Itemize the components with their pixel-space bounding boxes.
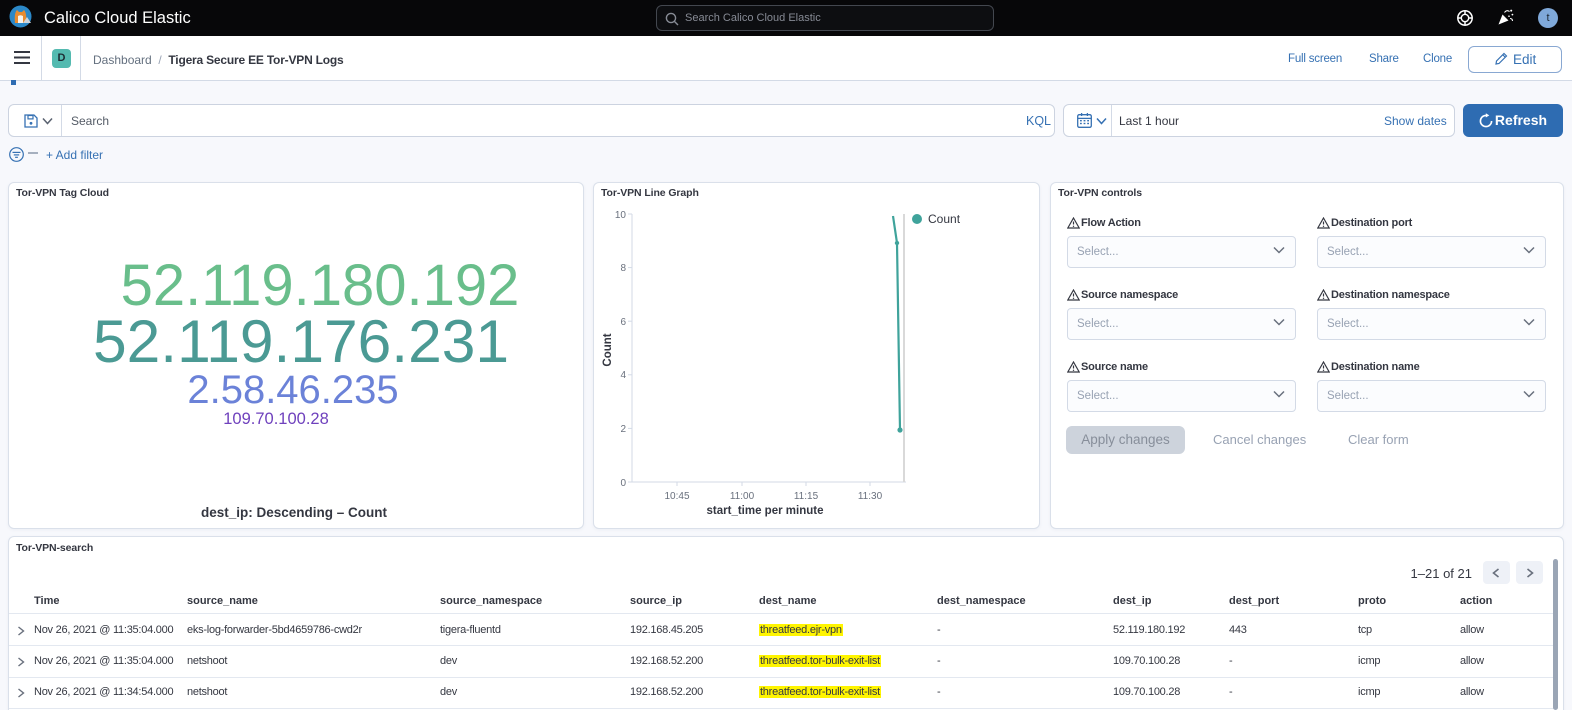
svg-text:8: 8 xyxy=(620,263,626,274)
svg-text:Count: Count xyxy=(602,333,614,366)
svg-text:start_time per minute: start_time per minute xyxy=(707,505,824,517)
svg-text:4: 4 xyxy=(620,370,626,381)
svg-text:10:45: 10:45 xyxy=(664,491,689,502)
svg-text:11:00: 11:00 xyxy=(730,491,755,502)
svg-text:2: 2 xyxy=(620,424,626,435)
svg-text:0: 0 xyxy=(620,478,626,489)
svg-text:Count: Count xyxy=(928,212,961,226)
svg-text:11:15: 11:15 xyxy=(794,491,819,502)
svg-text:10: 10 xyxy=(615,210,627,221)
svg-text:11:30: 11:30 xyxy=(858,491,883,502)
svg-text:6: 6 xyxy=(620,317,626,328)
